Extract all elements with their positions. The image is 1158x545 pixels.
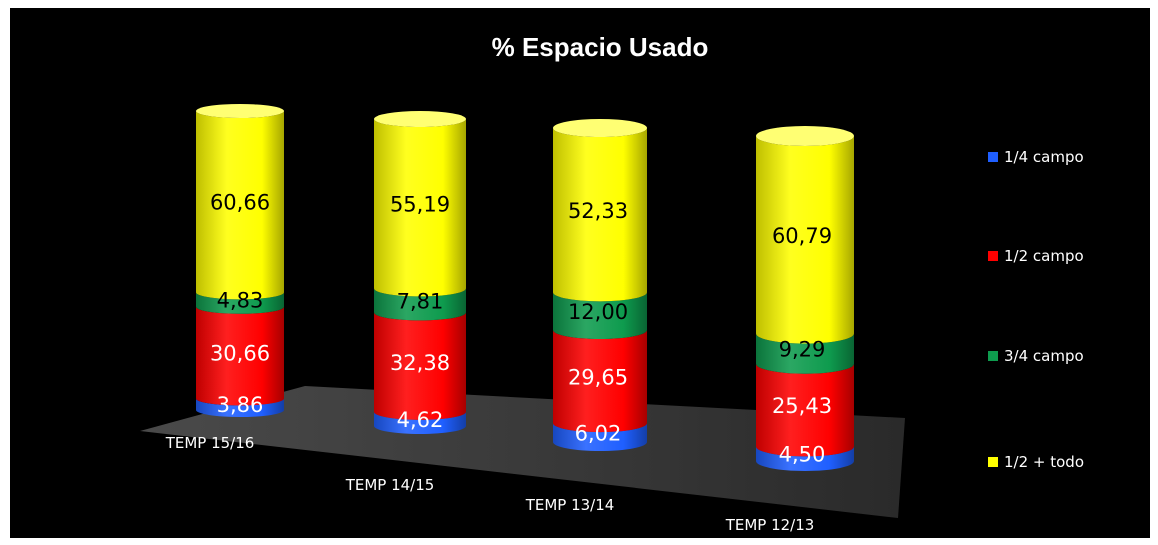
data-label: 3,86 xyxy=(217,393,264,417)
data-labels-group: 3,86 30,66 4,83 60,66 4,62 32,38 7,81 55,19 6,02… xyxy=(210,191,832,467)
bar-segment xyxy=(553,329,647,433)
bar-segment xyxy=(553,423,647,451)
bar-top-cap xyxy=(553,119,647,137)
data-label: 7,81 xyxy=(397,289,444,313)
category-labels-group: TEMP 15/16 TEMP 14/15 TEMP 13/14 TEMP 12/13 xyxy=(165,434,815,534)
data-label: 60,66 xyxy=(210,191,270,215)
legend-label: 3/4 campo xyxy=(1004,347,1084,365)
bar-segment xyxy=(374,288,466,321)
legend-swatch xyxy=(988,457,998,467)
bar-top-cap xyxy=(756,126,854,146)
bar-segment xyxy=(756,333,854,374)
bar-segment xyxy=(553,292,647,339)
bars-group xyxy=(196,104,854,471)
data-label: 52,33 xyxy=(568,199,628,223)
data-label: 55,19 xyxy=(390,193,450,217)
data-label: 29,65 xyxy=(568,366,628,390)
legend-label: 1/2 + todo xyxy=(1004,453,1084,471)
data-label: 4,62 xyxy=(397,408,444,432)
data-label: 4,50 xyxy=(779,443,826,467)
data-label: 9,29 xyxy=(779,338,826,362)
data-label: 12,00 xyxy=(568,300,628,324)
bar-segment xyxy=(374,119,466,297)
category-label: TEMP 15/16 xyxy=(165,434,255,452)
bar-segment xyxy=(196,398,284,417)
data-label: 60,79 xyxy=(772,224,832,248)
legend-label: 1/2 campo xyxy=(1004,247,1084,265)
legend-swatch xyxy=(988,152,998,162)
category-label: TEMP 13/14 xyxy=(525,496,615,514)
legend: 1/4 campo 1/2 campo 3/4 campo 1/2 + todo xyxy=(988,148,1084,471)
data-label: 6,02 xyxy=(575,422,622,446)
category-label: TEMP 12/13 xyxy=(725,516,815,534)
data-label: 30,66 xyxy=(210,342,270,366)
data-label: 32,38 xyxy=(390,351,450,375)
bar-segment xyxy=(374,411,466,434)
bar-segment xyxy=(756,136,854,344)
bar-segment xyxy=(196,111,284,300)
bar-segment xyxy=(196,306,284,406)
bar-segment xyxy=(553,128,647,302)
legend-swatch xyxy=(988,351,998,361)
category-label: TEMP 14/15 xyxy=(345,476,435,494)
chart-frame: % Espacio Usado 3,86 30,66 4,83 60,66 4,62 32… xyxy=(10,8,1150,538)
legend-label: 1/4 campo xyxy=(1004,148,1084,166)
bar-segment xyxy=(196,292,284,314)
data-label: 25,43 xyxy=(772,394,832,418)
bar-segment xyxy=(374,312,466,420)
bar-segment xyxy=(756,363,854,457)
bar-top-cap xyxy=(374,111,466,127)
chart-title: % Espacio Usado xyxy=(492,32,709,62)
legend-swatch xyxy=(988,251,998,261)
stacked-cylinder-chart: % Espacio Usado 3,86 30,66 4,83 60,66 4,62 32… xyxy=(140,32,1084,534)
data-label: 4,83 xyxy=(217,289,264,313)
chart-floor xyxy=(140,386,905,518)
bar-top-cap xyxy=(196,104,284,118)
bar-segment xyxy=(756,446,854,471)
